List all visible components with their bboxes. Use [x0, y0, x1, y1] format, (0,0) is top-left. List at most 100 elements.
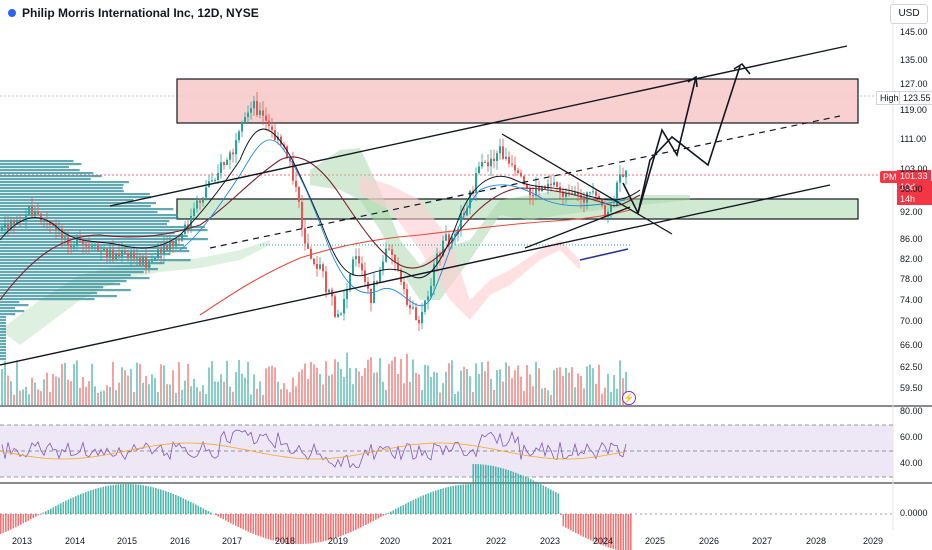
candle-body [37, 211, 39, 214]
macd-bar [145, 485, 147, 514]
candle-body [352, 259, 354, 275]
volume-profile-bar [0, 322, 6, 325]
channel-upper-line[interactable] [109, 45, 848, 207]
triangle-upper-line[interactable] [501, 133, 673, 235]
candle-body [133, 252, 135, 259]
candle-body [280, 136, 282, 145]
channel-lower-line[interactable] [0, 184, 831, 366]
price-tick-label: 74.00 [900, 295, 923, 305]
macd-bar [442, 488, 445, 514]
candle-body [211, 180, 213, 182]
macd-bar [467, 484, 470, 514]
volume-bar [220, 374, 222, 405]
macd-bar [230, 514, 232, 524]
projection-path-near[interactable] [622, 76, 697, 216]
candle-body [40, 213, 42, 221]
candle-body [430, 285, 432, 297]
volume-bar [613, 375, 615, 405]
volume-bar [475, 363, 477, 405]
currency-button[interactable]: USD [890, 4, 928, 24]
macd-bar [222, 514, 225, 520]
triangle-lower-line[interactable] [524, 206, 631, 249]
macd-bar [532, 480, 535, 514]
channel-mid-dashed-line[interactable] [209, 115, 841, 249]
volume-bar [31, 377, 33, 405]
macd-bar [360, 514, 362, 528]
macd-bar [162, 490, 165, 514]
candle-body [391, 249, 393, 255]
macd-bar [357, 514, 360, 529]
volume-bar [259, 381, 261, 405]
volume-profile-bar [0, 271, 144, 274]
macd-bar [497, 467, 500, 514]
candle-body [445, 234, 447, 241]
volume-bar [97, 392, 99, 405]
macd-bar [210, 512, 212, 514]
volume-bar [364, 368, 366, 405]
macd-bar [282, 514, 285, 543]
candle-body [448, 234, 450, 244]
candle-body [436, 253, 438, 265]
symbol-status-dot [8, 9, 16, 17]
volume-profile-bar [0, 343, 6, 346]
moving-average-maroon [0, 156, 641, 301]
candle-body [226, 159, 228, 166]
candle-body [91, 245, 93, 247]
moving-average-black [0, 128, 641, 279]
volume-profile-bar [0, 196, 151, 199]
candle-body [325, 271, 327, 293]
volume-bar [361, 375, 363, 405]
volume-profile-bar [0, 283, 121, 286]
candle-body [568, 192, 570, 194]
volume-bar [301, 369, 303, 405]
volume-bar [163, 365, 165, 405]
volume-bar [166, 384, 168, 405]
volume-profile-bar [0, 349, 6, 352]
candle-body [34, 211, 36, 217]
macd-bar [457, 485, 460, 514]
candle-body [223, 162, 225, 166]
volume-bar [211, 361, 213, 405]
candle-body [256, 100, 258, 115]
volume-profile-bar [0, 214, 178, 217]
macd-bar [72, 497, 75, 514]
volume-profile-bar [0, 253, 171, 256]
volume-profile-bar [0, 184, 124, 187]
macd-bar [400, 506, 402, 514]
volume-profile-bar [0, 163, 82, 166]
candle-body [532, 195, 534, 197]
macd-bar [310, 514, 312, 544]
volume-bar [277, 381, 279, 405]
candle-body [403, 281, 405, 290]
lightning-icon[interactable]: ⚡ [622, 391, 636, 405]
volume-profile-bar [0, 181, 129, 184]
projection-path-far[interactable] [637, 65, 741, 214]
macd-bar [460, 484, 462, 514]
macd-bar [542, 485, 545, 514]
volume-bar [58, 377, 60, 405]
volume-bar [181, 389, 183, 405]
volume-profile-bar [0, 226, 205, 229]
macd-bar [530, 479, 532, 514]
resistance-zone[interactable] [176, 78, 859, 124]
macd-bar [35, 514, 37, 517]
volume-bar [421, 390, 423, 405]
volume-bar [538, 368, 540, 405]
macd-bar [212, 513, 215, 515]
macd-bar [255, 514, 257, 535]
volume-profile-bar [0, 280, 127, 283]
volume-bar [7, 375, 9, 405]
volume-bar [208, 367, 210, 405]
macd-bar [237, 514, 240, 528]
candle-body [241, 122, 243, 132]
volume-bar [409, 381, 411, 405]
volume-bar [547, 390, 549, 405]
candle-body [259, 110, 261, 115]
volume-bar [376, 372, 378, 405]
macd-bar [612, 514, 615, 549]
moving-average-blue [179, 139, 626, 307]
macd-bar [507, 470, 510, 514]
volume-bar [151, 374, 153, 405]
volume-bar [61, 363, 63, 405]
